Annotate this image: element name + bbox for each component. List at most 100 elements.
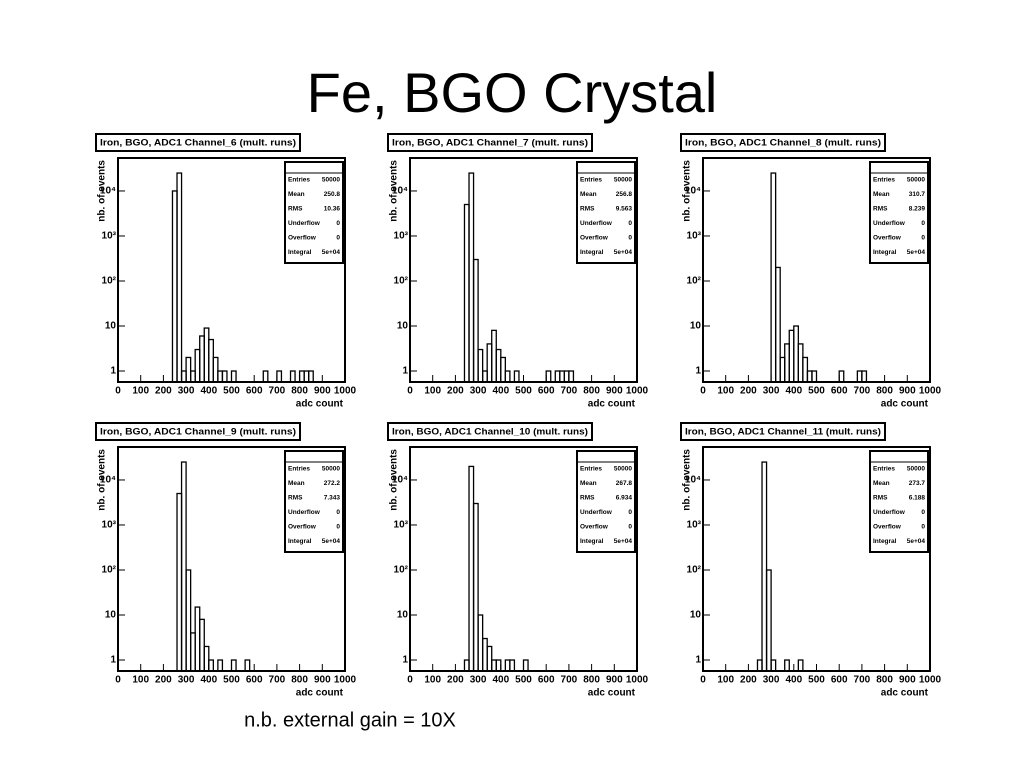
- x-tick-label: 1000: [919, 675, 942, 686]
- y-tick-label: 1: [110, 366, 116, 377]
- stats-value: 5e+04: [322, 249, 341, 256]
- x-tick-label: 100: [424, 386, 441, 397]
- x-tick-label: 1000: [626, 386, 649, 397]
- x-tick-label: 600: [538, 386, 555, 397]
- stats-value: 5e+04: [322, 538, 341, 545]
- histogram-bin: [185, 356, 192, 383]
- histogram-bin: [217, 659, 224, 672]
- title-box: [95, 422, 301, 441]
- stats-value: 0: [336, 220, 340, 227]
- stats-label: Entries: [873, 466, 895, 473]
- panel-title: Iron, BGO, ADC1 Channel_9 (mult. runs): [100, 426, 296, 436]
- x-tick-label: 1000: [334, 675, 357, 686]
- panel-title: Iron, BGO, ADC1 Channel_6 (mult. runs): [100, 137, 296, 147]
- stats-value: 0: [628, 524, 632, 531]
- y-axis-label: nb. of events: [682, 449, 693, 511]
- x-tick-label: 500: [515, 675, 532, 686]
- y-tick-label: 10⁴: [392, 475, 408, 486]
- stats-label: RMS: [873, 495, 888, 502]
- y-tick-label: 10²: [687, 565, 702, 576]
- histogram-bin: [500, 356, 506, 383]
- histogram-bin: [761, 461, 768, 672]
- stats-label: Integral: [580, 538, 604, 545]
- histogram-bin: [784, 659, 790, 672]
- histogram-bin: [797, 659, 804, 672]
- x-tick-label: 700: [269, 675, 286, 686]
- stats-value: 5e+04: [907, 538, 926, 545]
- x-tick-label: 0: [407, 386, 413, 397]
- x-axis-label: adc count: [296, 399, 344, 410]
- stats-value: 6.188: [909, 495, 926, 502]
- stats-box: [576, 450, 636, 553]
- histogram-bin: [185, 569, 192, 672]
- panel-title: Iron, BGO, ADC1 Channel_10 (mult. runs): [392, 426, 588, 436]
- stats-value: 7.343: [324, 495, 341, 502]
- stats-value: 0: [628, 220, 632, 227]
- stats-value: 0: [628, 235, 632, 242]
- title-box: [680, 422, 886, 441]
- stats-label: Entries: [288, 177, 310, 184]
- x-tick-label: 100: [424, 675, 441, 686]
- stats-label: Mean: [288, 480, 305, 487]
- x-tick-label: 600: [246, 675, 263, 686]
- stats-label: RMS: [580, 495, 595, 502]
- x-tick-label: 400: [785, 675, 802, 686]
- x-tick-label: 600: [831, 386, 848, 397]
- x-tick-label: 300: [763, 675, 780, 686]
- x-tick-label: 700: [561, 675, 578, 686]
- x-tick-label: 200: [155, 675, 172, 686]
- stats-label: Overflow: [288, 235, 317, 242]
- x-tick-label: 700: [269, 386, 286, 397]
- panel: Iron, BGO, ADC1 Channel_6 (mult. runs) 0 1…: [95, 133, 357, 410]
- histogram-bin: [180, 461, 187, 672]
- x-tick-label: 1000: [919, 386, 942, 397]
- x-tick-label: 300: [178, 386, 195, 397]
- stats-value: 0: [921, 235, 925, 242]
- x-tick-label: 200: [740, 386, 757, 397]
- x-tick-label: 900: [606, 675, 623, 686]
- y-tick-label: 1: [695, 655, 701, 666]
- histogram-bin: [203, 645, 210, 672]
- y-tick-label: 10³: [394, 231, 409, 242]
- x-tick-label: 300: [178, 675, 195, 686]
- title-box: [95, 133, 301, 152]
- stats-label: Entries: [873, 177, 895, 184]
- stats-value: 50000: [614, 177, 632, 184]
- panel-title: Iron, BGO, ADC1 Channel_11 (mult. runs): [685, 426, 881, 436]
- stats-box: [869, 161, 929, 264]
- title-box: [387, 422, 593, 441]
- x-tick-label: 500: [223, 675, 240, 686]
- x-tick-label: 500: [808, 675, 825, 686]
- stats-label: Entries: [580, 466, 602, 473]
- stats-label: Overflow: [873, 235, 902, 242]
- y-tick-label: 10: [690, 321, 702, 332]
- x-tick-label: 800: [876, 675, 893, 686]
- y-tick-label: 1: [402, 366, 408, 377]
- stats-value: 50000: [907, 466, 925, 473]
- x-tick-label: 800: [291, 386, 308, 397]
- histogram-bin: [289, 370, 296, 383]
- y-tick-label: 1: [110, 655, 116, 666]
- stats-value: 5e+04: [907, 249, 926, 256]
- x-axis-label: adc count: [588, 399, 636, 410]
- note: n.b. external gain = 10X: [244, 709, 456, 731]
- y-tick-label: 10³: [102, 520, 117, 531]
- x-tick-label: 0: [115, 386, 121, 397]
- y-tick-label: 10²: [394, 276, 409, 287]
- y-tick-label: 10: [105, 610, 117, 621]
- stats-value: 272.2: [324, 480, 341, 487]
- stats-label: Overflow: [580, 524, 609, 531]
- stats-value: 50000: [322, 177, 340, 184]
- stats-label: Entries: [288, 466, 310, 473]
- stats-label: Mean: [580, 191, 597, 198]
- x-tick-label: 0: [700, 386, 706, 397]
- stats-label: Mean: [580, 480, 597, 487]
- x-tick-label: 900: [314, 675, 331, 686]
- stats-label: Overflow: [580, 235, 609, 242]
- y-tick-label: 10: [397, 321, 409, 332]
- stats-value: 10.36: [324, 206, 341, 213]
- stats-label: Entries: [580, 177, 602, 184]
- x-tick-label: 400: [200, 675, 217, 686]
- stats-label: Overflow: [873, 524, 902, 531]
